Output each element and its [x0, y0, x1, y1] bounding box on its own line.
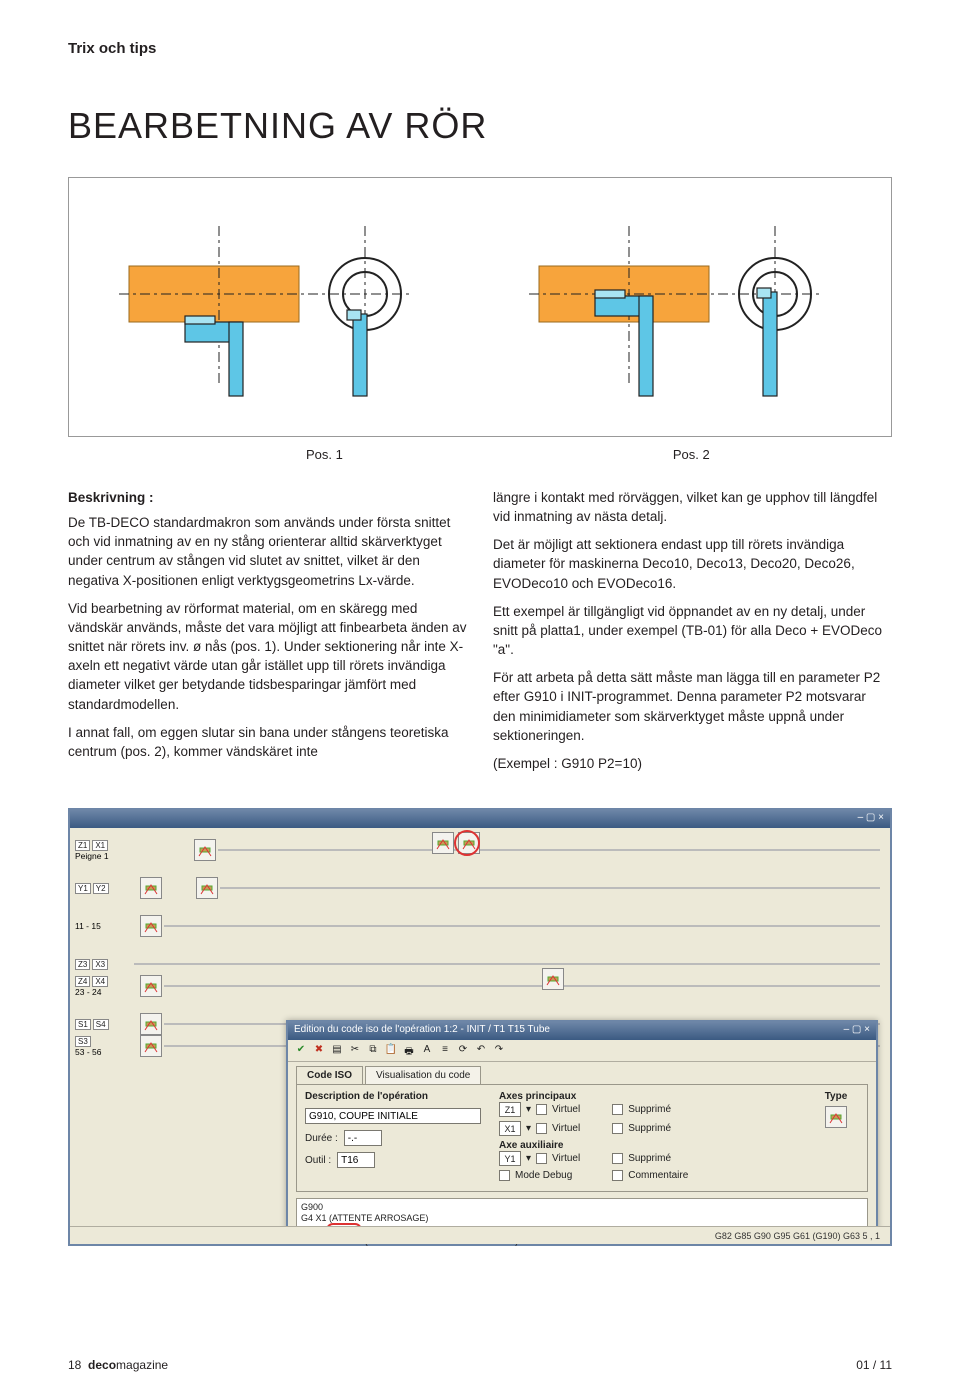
dialog-panel: Description de l'opération Durée : Outil…: [296, 1084, 868, 1192]
label: Commentaire: [628, 1170, 688, 1181]
ok-icon[interactable]: ✔: [294, 1044, 308, 1058]
outil-input[interactable]: [337, 1152, 375, 1168]
tool-block-icon[interactable]: [140, 877, 162, 899]
tool-block-icon[interactable]: [432, 832, 454, 854]
cut-icon[interactable]: ✂: [348, 1044, 362, 1058]
dialog-tabs: Code ISO Visualisation du code: [288, 1062, 876, 1084]
row-label: S353 - 56: [74, 1028, 130, 1064]
duree-input[interactable]: [344, 1130, 382, 1146]
code-line: G900: [301, 1202, 863, 1213]
duree-label: Durée :: [305, 1133, 338, 1144]
para: Det är möjligt att sektionera endast upp…: [493, 535, 892, 592]
section-label: Trix och tips: [68, 40, 892, 57]
toolbar-icon[interactable]: ⟳: [456, 1044, 470, 1058]
checkbox[interactable]: [536, 1123, 547, 1134]
label: Mode Debug: [515, 1170, 572, 1181]
tab-code-iso[interactable]: Code ISO: [296, 1066, 363, 1084]
pos2-label: Pos. 2: [673, 447, 710, 462]
timeline-row: [134, 908, 880, 944]
copy-icon[interactable]: ⧉: [366, 1044, 380, 1058]
axis-y1[interactable]: Y1: [499, 1151, 521, 1166]
highlight-circle: [454, 830, 480, 856]
checkbox[interactable]: [612, 1104, 623, 1115]
para: (Exempel : G910 P2=10): [493, 754, 892, 773]
page-footer: 18 decomagazine 01 / 11: [68, 1358, 892, 1372]
label: Supprimé: [628, 1123, 671, 1134]
para: I annat fall, om eggen slutar sin bana u…: [68, 723, 467, 761]
para: De TB-DECO standardmakron som används un…: [68, 513, 467, 590]
row-label: Y1Y2: [74, 870, 130, 906]
label: Virtuel: [552, 1153, 580, 1164]
tool-block-icon[interactable]: [194, 839, 216, 861]
axis-x1[interactable]: X1: [499, 1121, 521, 1136]
footer-right: 01 / 11: [856, 1358, 892, 1372]
tool-block-icon[interactable]: [140, 915, 162, 937]
undo-icon[interactable]: ↶: [474, 1044, 488, 1058]
print-icon[interactable]: 🖶: [402, 1044, 416, 1058]
toolbar-icon[interactable]: ≡: [438, 1044, 452, 1058]
tool-block-icon[interactable]: [196, 877, 218, 899]
axes-main-label: Axes principaux: [499, 1091, 799, 1102]
code-line: G4 X1 (ATTENTE ARROSAGE): [301, 1213, 863, 1224]
axis-z1[interactable]: Z1: [499, 1102, 521, 1117]
desc-label: Description de l'opération: [305, 1091, 485, 1102]
footer-left: 18 decomagazine: [68, 1358, 168, 1372]
checkbox[interactable]: [612, 1123, 623, 1134]
outil-label: Outil :: [305, 1155, 331, 1166]
col-right: längre i kontakt med rörväggen, vilket k…: [493, 488, 892, 782]
label: Virtuel: [552, 1104, 580, 1115]
cancel-icon[interactable]: ✖: [312, 1044, 326, 1058]
window-titlebar: – ▢ ×: [70, 810, 890, 828]
timeline-row: [134, 968, 880, 1004]
desc-input[interactable]: [305, 1108, 481, 1124]
para: För att arbeta på detta sätt måste man l…: [493, 668, 892, 745]
body-columns: Beskrivning : De TB-DECO standardmakron …: [68, 488, 892, 782]
toolbar-icon[interactable]: A: [420, 1044, 434, 1058]
status-bar: G82 G85 G90 G95 G61 (G190) G63 5 , 1: [70, 1226, 890, 1244]
axes-aux-label: Axe auxiliaire: [499, 1140, 799, 1151]
col-left: Beskrivning : De TB-DECO standardmakron …: [68, 488, 467, 782]
checkbox[interactable]: [499, 1170, 510, 1181]
para: Ett exempel är tillgängligt vid öppnande…: [493, 602, 892, 659]
app-screenshot: – ▢ × Z1X1Peigne 1Y1Y211 - 15Z3X3Z4X423 …: [68, 808, 892, 1246]
timeline-row: [134, 832, 880, 868]
type-label: Type: [813, 1091, 859, 1102]
row-label: Z1X1Peigne 1: [74, 832, 130, 868]
dialog-toolbar: ✔ ✖ ▤ ✂ ⧉ 📋 🖶 A ≡ ⟳ ↶ ↷: [288, 1040, 876, 1062]
tool-block-icon[interactable]: [140, 1035, 162, 1057]
para: längre i kontakt med rörväggen, vilket k…: [493, 488, 892, 526]
position-labels: Pos. 1 Pos. 2: [68, 447, 892, 462]
tab-visualisation[interactable]: Visualisation du code: [365, 1066, 481, 1084]
checkbox[interactable]: [612, 1153, 623, 1164]
label: Supprimé: [628, 1104, 671, 1115]
tool-block-icon[interactable]: [140, 975, 162, 997]
label: Supprimé: [628, 1153, 671, 1164]
subhead: Beskrivning :: [68, 488, 467, 507]
timeline-row: [134, 870, 880, 906]
tool-block-icon[interactable]: [542, 968, 564, 990]
label: Virtuel: [552, 1123, 580, 1134]
paste-icon[interactable]: 📋: [384, 1044, 398, 1058]
window-buttons[interactable]: – ▢ ×: [858, 812, 884, 826]
status-text: G82 G85 G90 G95 G61 (G190) G63 5 , 1: [715, 1231, 880, 1241]
tool-type-icon[interactable]: [825, 1106, 847, 1128]
checkbox[interactable]: [536, 1104, 547, 1115]
edit-dialog: Edition du code iso de l'opération 1:2 -…: [286, 1020, 878, 1238]
dialog-window-buttons[interactable]: – ▢ ×: [844, 1024, 870, 1038]
row-label: 11 - 15: [74, 908, 130, 944]
toolbar-icon[interactable]: ▤: [330, 1044, 344, 1058]
row-label: Z4X423 - 24: [74, 968, 130, 1004]
checkbox[interactable]: [536, 1153, 547, 1164]
redo-icon[interactable]: ↷: [492, 1044, 506, 1058]
para: Vid bearbetning av rörformat material, o…: [68, 599, 467, 714]
dialog-titlebar: Edition du code iso de l'opération 1:2 -…: [288, 1022, 876, 1040]
pos1-label: Pos. 1: [306, 447, 343, 462]
technical-diagram: [68, 177, 892, 437]
checkbox[interactable]: [612, 1170, 623, 1181]
page-title: BEARBETNING AV RÖR: [68, 105, 892, 147]
dialog-title: Edition du code iso de l'opération 1:2 -…: [294, 1024, 550, 1038]
